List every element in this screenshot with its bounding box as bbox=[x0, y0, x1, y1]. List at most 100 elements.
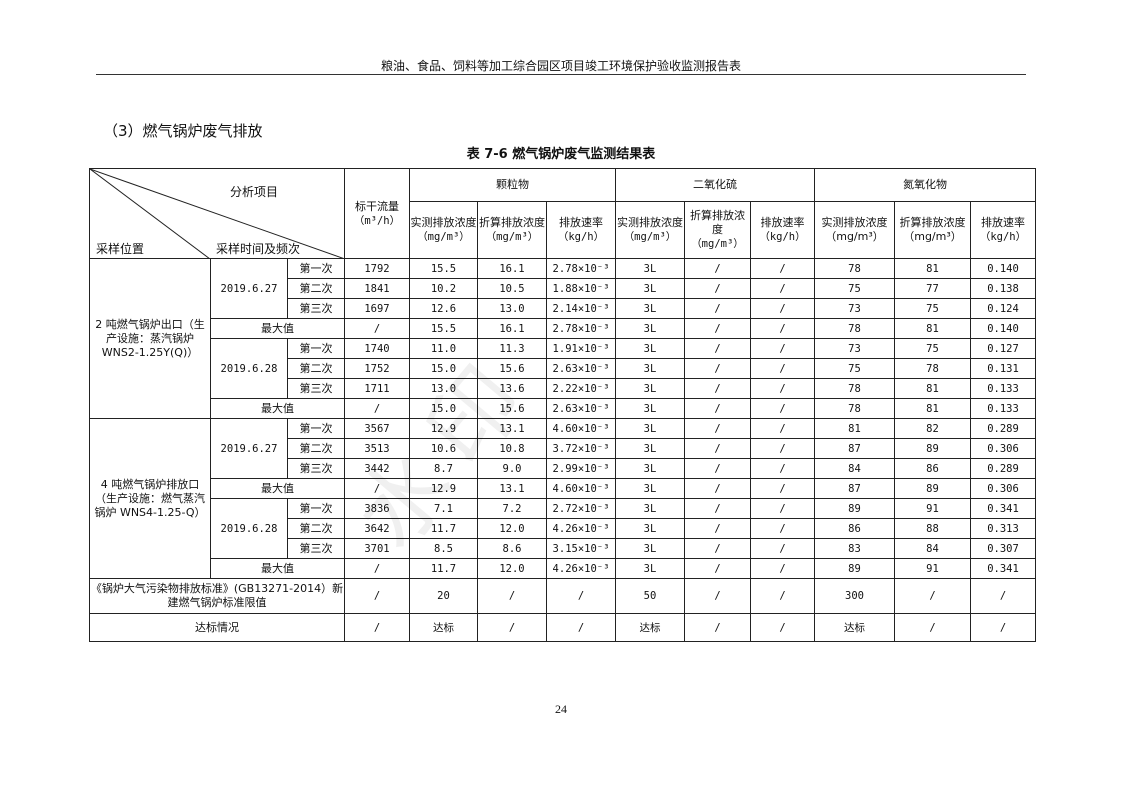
value-cell: 15.5 bbox=[409, 258, 478, 279]
run-label-cell: 第一次 bbox=[287, 258, 345, 279]
value-cell: 2.99×10⁻³ bbox=[546, 458, 616, 479]
value-cell: / bbox=[684, 538, 751, 559]
table-row: 第三次 1697 12.6 13.0 2.14×10⁻³ 3L //73 75 0.124 bbox=[90, 298, 1036, 319]
value-cell: 0.138 bbox=[970, 278, 1036, 299]
value-cell: 3L bbox=[615, 318, 685, 339]
flow-unit: （m³/h） bbox=[353, 214, 401, 227]
value-cell: 13.0 bbox=[477, 298, 547, 319]
value-cell: 2.14×10⁻³ bbox=[546, 298, 616, 319]
value-cell: / bbox=[684, 358, 751, 379]
table-row: 第三次 3701 8.5 8.6 3.15×10⁻³ 3L //83 84 0.307 bbox=[90, 538, 1036, 559]
value-cell: / bbox=[750, 258, 815, 279]
max-label-cell: 最大值 bbox=[210, 558, 345, 579]
value-cell: 12.6 bbox=[409, 298, 478, 319]
value-cell: 1697 bbox=[344, 298, 410, 319]
value-cell: / bbox=[684, 478, 751, 499]
run-label-cell: 第一次 bbox=[287, 498, 345, 519]
unit: （mg/m³） bbox=[623, 231, 677, 243]
run-label-cell: 第二次 bbox=[287, 358, 345, 379]
value-cell: 3L bbox=[615, 478, 685, 499]
max-row: 最大值/15.0 15.6 2.63×10⁻³ 3L //78 81 0.133 bbox=[90, 398, 1036, 419]
location-cell: 2 吨燃气锅炉出口（生产设施：蒸汽锅炉 WNS2-1.25Y(Q)） bbox=[89, 258, 211, 419]
value-cell: 4.60×10⁻³ bbox=[546, 478, 616, 499]
value-cell: 89 bbox=[814, 498, 895, 519]
page-number: 24 bbox=[555, 702, 567, 716]
value-cell: / bbox=[750, 298, 815, 319]
value-cell: 12.9 bbox=[409, 418, 478, 439]
max-label-cell: 最大值 bbox=[210, 318, 345, 339]
header-label: 排放速率 bbox=[981, 216, 1025, 229]
value-cell: 78 bbox=[814, 378, 895, 399]
value-cell: 3L bbox=[615, 418, 685, 439]
table-caption: 表 7-6 燃气锅炉废气监测结果表 bbox=[466, 147, 656, 162]
value-cell: 11.3 bbox=[477, 338, 547, 359]
value-cell: / bbox=[344, 318, 410, 339]
value-cell: 0.289 bbox=[970, 458, 1036, 479]
value-cell: 0.313 bbox=[970, 518, 1036, 539]
value-cell: / bbox=[684, 338, 751, 359]
nox-measured-header: 实测排放浓度（mg/m³） bbox=[814, 201, 895, 259]
header-label: 折算排放浓度 bbox=[479, 216, 545, 229]
table-row: 第二次 1752 15.0 15.6 2.63×10⁻³ 3L //75 78 0.131 bbox=[90, 358, 1036, 379]
value-cell: 13.6 bbox=[477, 378, 547, 399]
flow-header: 标干流量 （m³/h） bbox=[344, 168, 410, 259]
value-cell: / bbox=[750, 418, 815, 439]
value-cell: 10.5 bbox=[477, 278, 547, 299]
value-cell: 1.91×10⁻³ bbox=[546, 338, 616, 359]
value-cell: 3L bbox=[615, 258, 685, 279]
value-cell: 73 bbox=[814, 338, 895, 359]
value-cell: / bbox=[750, 518, 815, 539]
so2-header: 二氧化硫 bbox=[615, 168, 815, 202]
value-cell: 0.133 bbox=[970, 378, 1036, 399]
value-cell: 8.6 bbox=[477, 538, 547, 559]
value-cell: 2.63×10⁻³ bbox=[546, 398, 616, 419]
value-cell: 78 bbox=[894, 358, 971, 379]
value-cell: 86 bbox=[894, 458, 971, 479]
unit: （kg/h） bbox=[557, 231, 605, 243]
value-cell: 81 bbox=[814, 418, 895, 439]
value-cell: 2.63×10⁻³ bbox=[546, 358, 616, 379]
value-cell: / bbox=[684, 258, 751, 279]
unit: （kg/h） bbox=[759, 231, 806, 243]
nox-rate-header: 排放速率 （kg/h） bbox=[970, 201, 1036, 259]
value-cell: / bbox=[970, 578, 1036, 614]
value-cell: / bbox=[344, 613, 410, 642]
value-cell: 0.306 bbox=[970, 438, 1036, 459]
value-cell: 3L bbox=[615, 378, 685, 399]
compliance-label-cell: 达标情况 bbox=[89, 613, 345, 642]
pm-measured-header: 实测排放浓度 （mg/m³） bbox=[409, 201, 478, 259]
value-cell: / bbox=[684, 558, 751, 579]
value-cell: 0.140 bbox=[970, 318, 1036, 339]
value-cell: 0.131 bbox=[970, 358, 1036, 379]
value-cell: 3642 bbox=[344, 518, 410, 539]
value-cell: 9.0 bbox=[477, 458, 547, 479]
value-cell: 1792 bbox=[344, 258, 410, 279]
run-label-cell: 第三次 bbox=[287, 458, 345, 479]
unit: （mg/m³） bbox=[691, 238, 744, 250]
header-rule bbox=[96, 74, 1026, 75]
compliance-row: 达标情况 / 达标 / / 达标 / / 达标 / / bbox=[89, 613, 1036, 642]
value-cell: 15.0 bbox=[409, 398, 478, 419]
unit: （kg/h） bbox=[979, 231, 1027, 243]
value-cell: / bbox=[546, 578, 616, 614]
location-cell: 4 吨燃气锅炉排放口（生产设施：燃气蒸汽锅炉 WNS4-1.25-Q） bbox=[89, 418, 211, 579]
value-cell: / bbox=[750, 438, 815, 459]
run-label-cell: 第三次 bbox=[287, 378, 345, 399]
value-cell: / bbox=[750, 358, 815, 379]
value-cell: 1752 bbox=[344, 358, 410, 379]
value-cell: 0.289 bbox=[970, 418, 1036, 439]
value-cell: 1.88×10⁻³ bbox=[546, 278, 616, 299]
value-cell: 84 bbox=[894, 538, 971, 559]
value-cell: 82 bbox=[894, 418, 971, 439]
value-cell: 1711 bbox=[344, 378, 410, 399]
value-cell: 2.22×10⁻³ bbox=[546, 378, 616, 399]
value-cell: 11.0 bbox=[409, 338, 478, 359]
value-cell: 3442 bbox=[344, 458, 410, 479]
diagonal-lines bbox=[90, 169, 345, 259]
value-cell: / bbox=[750, 558, 815, 579]
table-row: 2 吨燃气锅炉出口（生产设施：蒸汽锅炉 WNS2-1.25Y(Q)） 2019.6… bbox=[89, 258, 1036, 419]
standard-row: 《锅炉大气污染物排放标准》(GB13271-2014）新建燃气锅炉标准限值/20… bbox=[89, 578, 1036, 614]
value-cell: 7.2 bbox=[477, 498, 547, 519]
value-cell: 3L bbox=[615, 458, 685, 479]
value-cell: / bbox=[546, 613, 616, 642]
